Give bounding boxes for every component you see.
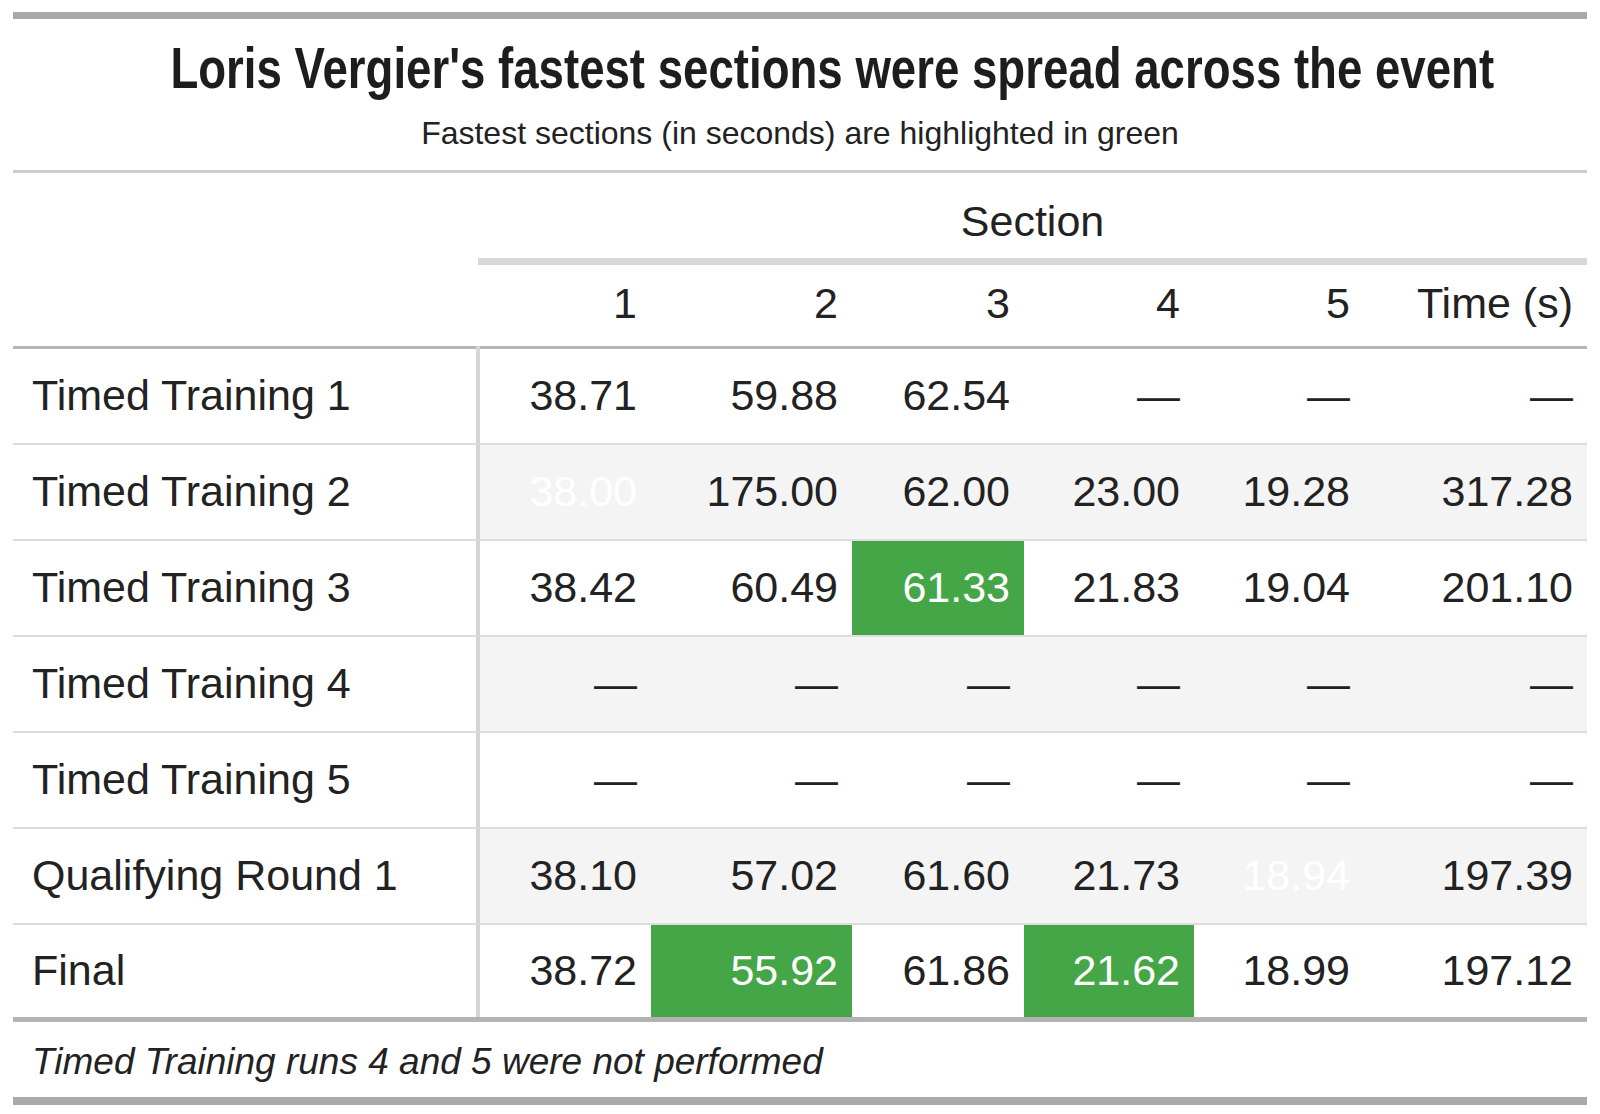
table-body: Timed Training 138.7159.8862.54———Timed … [13,348,1587,1020]
table-row: Timed Training 5—————— [13,732,1587,828]
table-cell: 201.10 [1364,540,1587,636]
table-cell: 57.02 [651,828,852,924]
highlighted-cell: 18.94 [1194,828,1364,924]
table-cell: — [1024,348,1194,444]
table-cell: — [1364,348,1587,444]
bottom-rule [13,1097,1587,1105]
table-cell: 19.04 [1194,540,1364,636]
table-graphic: Loris Vergier's fastest sections were sp… [0,0,1600,1114]
section-header-row: Section [13,173,1587,262]
highlighted-cell: 38.00 [478,444,651,540]
column-header-2: 2 [651,262,852,348]
column-header-time: Time (s) [1364,262,1587,348]
highlighted-cell: 21.62 [1024,924,1194,1020]
column-header-4: 4 [1024,262,1194,348]
table-cell: — [1194,348,1364,444]
table-cell: — [651,636,852,732]
table-cell: — [1194,732,1364,828]
column-header-1: 1 [478,262,651,348]
table-cell: 62.54 [852,348,1024,444]
table-header: Section 1 2 3 4 5 Time (s) [13,173,1587,348]
table-cell: — [852,636,1024,732]
table-row: Timed Training 338.4260.4961.3321.8319.0… [13,540,1587,636]
column-header-row: 1 2 3 4 5 Time (s) [13,262,1587,348]
table-cell: 62.00 [852,444,1024,540]
table-cell: 197.12 [1364,924,1587,1020]
table-cell: 61.60 [852,828,1024,924]
row-label: Timed Training 5 [13,732,478,828]
row-label: Timed Training 1 [13,348,478,444]
table-cell: — [478,636,651,732]
highlighted-cell: 61.33 [852,540,1024,636]
table-cell: 59.88 [651,348,852,444]
top-rule [13,12,1587,19]
table-row: Final38.7255.9261.8621.6218.99197.12 [13,924,1587,1020]
row-label: Qualifying Round 1 [13,828,478,924]
table-cell: 21.73 [1024,828,1194,924]
highlighted-cell: 55.92 [651,924,852,1020]
results-table: Section 1 2 3 4 5 Time (s) Timed Trainin… [13,173,1587,1022]
table-cell: — [651,732,852,828]
table-cell: 38.72 [478,924,651,1020]
table-cell: 38.10 [478,828,651,924]
table-cell: 21.83 [1024,540,1194,636]
column-header-3: 3 [852,262,1024,348]
table-cell: — [1364,732,1587,828]
footnote: Timed Training runs 4 and 5 were not per… [32,1040,1587,1084]
table-cell: 175.00 [651,444,852,540]
header-spacer [13,262,478,348]
row-label: Final [13,924,478,1020]
table-cell: — [1024,636,1194,732]
table-row: Timed Training 4—————— [13,636,1587,732]
table-cell: 61.86 [852,924,1024,1020]
table-cell: 18.99 [1194,924,1364,1020]
table-cell: — [1194,636,1364,732]
table-cell: 38.42 [478,540,651,636]
table-cell: 38.71 [478,348,651,444]
section-group-header: Section [478,173,1587,262]
page-subtitle: Fastest sections (in seconds) are highli… [13,113,1587,153]
table-cell: — [478,732,651,828]
table-row: Timed Training 138.7159.8862.54——— [13,348,1587,444]
table-cell: 23.00 [1024,444,1194,540]
table-cell: — [852,732,1024,828]
row-label: Timed Training 2 [13,444,478,540]
table-cell: 197.39 [1364,828,1587,924]
page-title: Loris Vergier's fastest sections were sp… [170,35,1429,101]
column-header-5: 5 [1194,262,1364,348]
row-label: Timed Training 4 [13,636,478,732]
table-cell: — [1024,732,1194,828]
table-cell: 19.28 [1194,444,1364,540]
row-label: Timed Training 3 [13,540,478,636]
table-cell: — [1364,636,1587,732]
table-cell: 60.49 [651,540,852,636]
table-cell: 317.28 [1364,444,1587,540]
table-row: Timed Training 238.00175.0062.0023.0019.… [13,444,1587,540]
header-spacer [13,173,478,262]
table-row: Qualifying Round 138.1057.0261.6021.7318… [13,828,1587,924]
